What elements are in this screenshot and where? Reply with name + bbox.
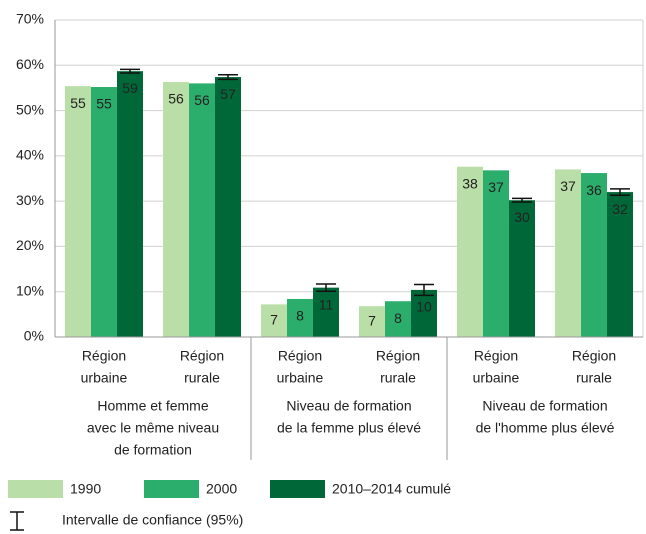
error-bar xyxy=(218,74,238,81)
data-label: 37 xyxy=(560,178,576,194)
data-label: 8 xyxy=(296,308,304,324)
group-label: Niveau de formation xyxy=(482,398,607,414)
bar xyxy=(555,169,581,337)
data-label: 36 xyxy=(586,182,602,198)
x-tick-label: Région xyxy=(474,348,518,364)
y-tick-label: 60% xyxy=(16,56,44,72)
group-label: Niveau de formation xyxy=(286,398,411,414)
x-tick-label: rurale xyxy=(576,370,612,386)
error-bar xyxy=(512,197,532,203)
bar xyxy=(607,192,633,337)
x-tick-label: urbaine xyxy=(277,370,324,386)
legend-label: 1990 xyxy=(70,481,101,497)
data-label: 8 xyxy=(394,310,402,326)
bar xyxy=(411,289,437,337)
bar xyxy=(385,301,411,337)
bar xyxy=(91,87,117,337)
bar xyxy=(313,287,339,337)
legend-label: 2010–2014 cumulé xyxy=(332,481,451,497)
y-tick-label: 10% xyxy=(16,282,44,298)
bar xyxy=(483,170,509,337)
y-tick-label: 70% xyxy=(16,11,44,27)
legend-swatch xyxy=(144,480,199,498)
bar xyxy=(261,304,287,337)
x-tick-label: Région xyxy=(180,348,224,364)
legend-error-icon xyxy=(10,511,24,531)
data-label: 7 xyxy=(270,311,278,327)
x-tick-label: rurale xyxy=(184,370,220,386)
y-tick-label: 30% xyxy=(16,192,44,208)
data-label: 30 xyxy=(514,209,530,225)
bar xyxy=(163,82,189,337)
error-bar xyxy=(316,283,336,293)
data-label: 56 xyxy=(168,91,184,107)
x-tick-label: urbaine xyxy=(473,370,520,386)
data-label: 11 xyxy=(319,296,334,312)
x-tick-label: rurale xyxy=(380,370,416,386)
data-label: 38 xyxy=(462,175,478,191)
error-bar xyxy=(610,188,630,197)
x-tick-label: Région xyxy=(278,348,322,364)
y-tick-label: 40% xyxy=(16,147,44,163)
data-label: 55 xyxy=(70,95,86,111)
bar xyxy=(457,166,483,337)
error-bar xyxy=(414,283,434,297)
x-tick-label: Région xyxy=(376,348,420,364)
bar xyxy=(287,298,313,337)
x-tick-label: urbaine xyxy=(81,370,128,386)
bar xyxy=(509,200,535,337)
y-tick-label: 20% xyxy=(16,237,44,253)
group-label: de la femme plus élevé xyxy=(277,420,421,436)
error-bar xyxy=(120,68,140,74)
legend-label: Intervalle de confiance (95%) xyxy=(62,512,243,528)
group-label: de formation xyxy=(114,442,192,458)
bar xyxy=(65,86,91,337)
y-tick-label: 0% xyxy=(24,328,44,344)
data-label: 10 xyxy=(416,299,432,315)
group-label: avec le même niveau xyxy=(87,420,219,436)
legend-swatch xyxy=(8,480,63,498)
bar xyxy=(359,306,385,337)
data-label: 7 xyxy=(368,312,376,328)
bar xyxy=(581,173,607,337)
legend-swatch xyxy=(270,480,325,498)
data-label: 56 xyxy=(194,92,210,108)
data-label: 57 xyxy=(220,86,236,102)
group-label: de l'homme plus élevé xyxy=(476,420,615,436)
data-label: 55 xyxy=(96,96,112,112)
bar xyxy=(215,77,241,337)
bar xyxy=(189,83,215,338)
x-tick-label: Région xyxy=(82,348,126,364)
x-tick-label: Région xyxy=(572,348,616,364)
data-label: 37 xyxy=(488,179,504,195)
legend-label: 2000 xyxy=(206,481,237,497)
data-label: 59 xyxy=(122,80,138,96)
bar xyxy=(117,71,143,338)
y-tick-label: 50% xyxy=(16,101,44,117)
group-label: Homme et femme xyxy=(97,398,208,414)
data-label: 32 xyxy=(612,201,628,217)
